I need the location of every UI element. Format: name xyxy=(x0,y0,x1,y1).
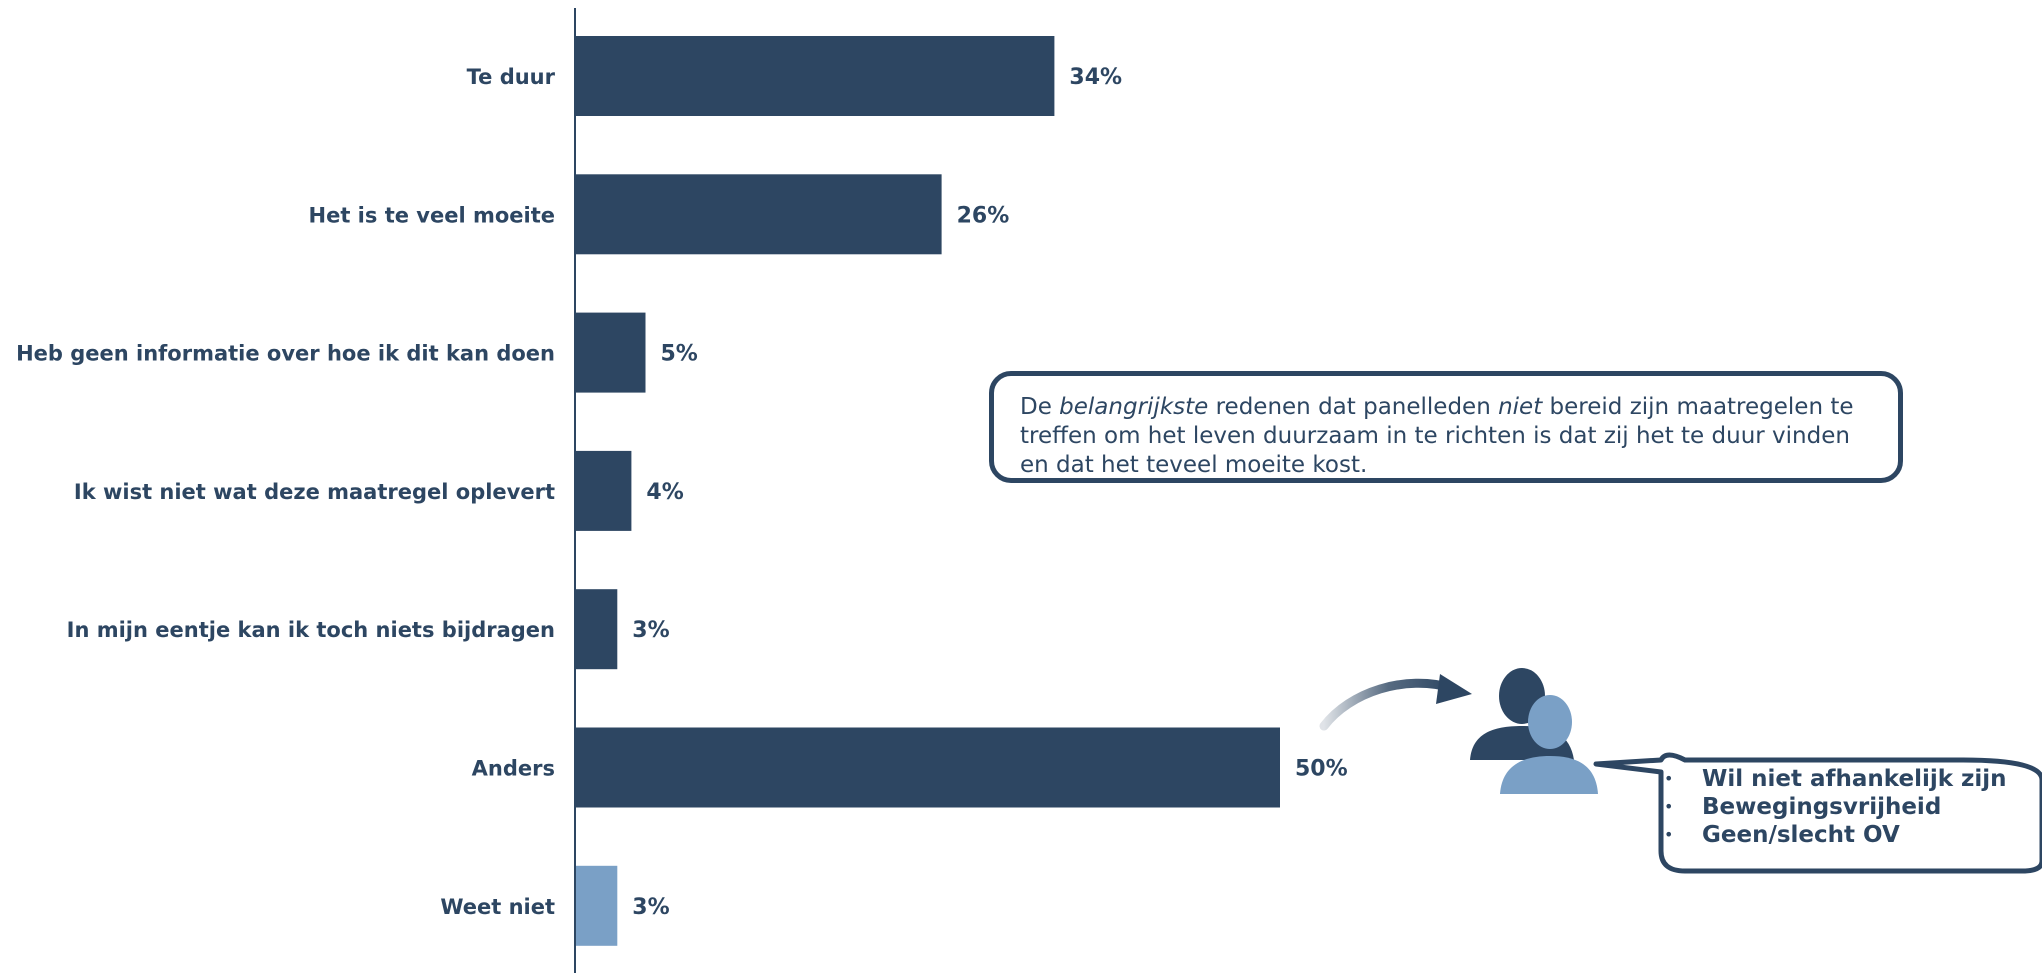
bar xyxy=(575,36,1055,116)
value-label: 34% xyxy=(1069,65,1122,90)
value-label: 3% xyxy=(632,895,669,920)
category-label: In mijn eentje kan ik toch niets bijdrag… xyxy=(67,618,555,642)
summary-callout: De belangrijkste redenen dat panelleden … xyxy=(989,371,1903,483)
category-label: Anders xyxy=(472,757,555,781)
bars-layer: Te duur 34% Het is te veel moeite 26% Heb ge… xyxy=(16,36,1348,946)
list-item: Wil niet afhankelijk zijn xyxy=(1662,765,2007,793)
bar xyxy=(575,312,646,393)
bar xyxy=(575,450,632,531)
callout-text-1: De xyxy=(1020,394,1060,420)
value-label: 5% xyxy=(661,342,698,367)
category-label: Weet niet xyxy=(440,895,555,919)
value-label: 26% xyxy=(957,203,1010,228)
bar xyxy=(575,589,618,670)
person-front-icon xyxy=(1500,695,1598,794)
callout-text-2: redenen dat panelleden xyxy=(1208,394,1499,420)
people-icon xyxy=(1470,668,1598,794)
callout-emphasis-2: niet xyxy=(1498,394,1543,420)
bar xyxy=(575,727,1280,808)
callout-text-3: bereid zijn maatregelen te treffen om he… xyxy=(1020,394,1854,478)
curved-arrow-icon xyxy=(1319,674,1472,731)
category-label: Ik wist niet wat deze maatregel oplevert xyxy=(74,480,555,504)
category-label: Heb geen informatie over hoe ik dit kan … xyxy=(16,342,555,366)
callout-emphasis-1: belangrijkste xyxy=(1059,394,1209,420)
list-item: Geen/slecht OV xyxy=(1662,821,2007,849)
value-label: 3% xyxy=(632,618,669,643)
category-label: Te duur xyxy=(467,65,556,89)
bar xyxy=(575,174,942,255)
category-label: Het is te veel moeite xyxy=(309,203,555,227)
list-item: Bewegingsvrijheid xyxy=(1662,793,2007,821)
bar xyxy=(575,865,618,946)
value-label: 50% xyxy=(1295,757,1348,782)
anders-reasons-list: Wil niet afhankelijk zijn Bewegingsvrijh… xyxy=(1662,765,2007,849)
value-label: 4% xyxy=(646,480,683,505)
